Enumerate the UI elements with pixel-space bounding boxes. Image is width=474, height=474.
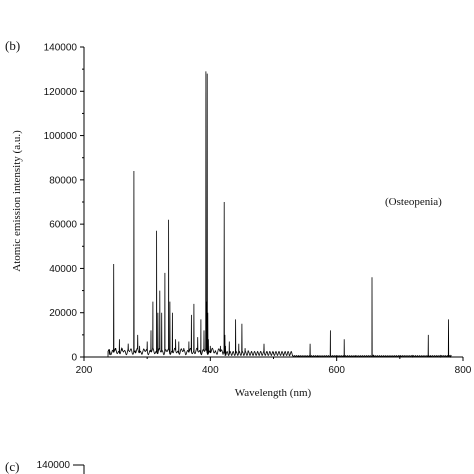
osteopenia-annotation: (Osteopenia): [385, 196, 442, 208]
y-tick-label: 120000: [44, 87, 78, 98]
x-tick-label: 200: [76, 365, 93, 376]
y-tick-label: 80000: [49, 175, 77, 186]
y-tick-label: 140000: [44, 43, 78, 54]
panel-label-c: (c): [5, 459, 19, 474]
y-tick-label: 100000: [44, 131, 78, 142]
y-axis-ticks: 0 20000 40000 60000 80000 100000 120000 140000: [44, 43, 84, 364]
x-tick-label: 600: [328, 365, 345, 376]
y-axis-title: Atomic emission intensity (a.u.): [11, 130, 23, 272]
x-tick-label: 800: [455, 365, 472, 376]
x-tick-label: 400: [202, 365, 219, 376]
y-tick-label: 0: [71, 353, 77, 364]
y-tick-label: 60000: [49, 220, 77, 231]
spectrum-line: [107, 71, 452, 359]
x-axis-title: Wavelength (nm): [235, 387, 312, 399]
y-tick-label: 20000: [49, 308, 77, 319]
panel-label-b: (b): [5, 38, 20, 53]
y-tick-label: 40000: [49, 264, 77, 275]
y-tick-label-c-top: 140000: [37, 460, 71, 471]
x-axis-ticks: 200 400 600 800: [76, 357, 472, 376]
